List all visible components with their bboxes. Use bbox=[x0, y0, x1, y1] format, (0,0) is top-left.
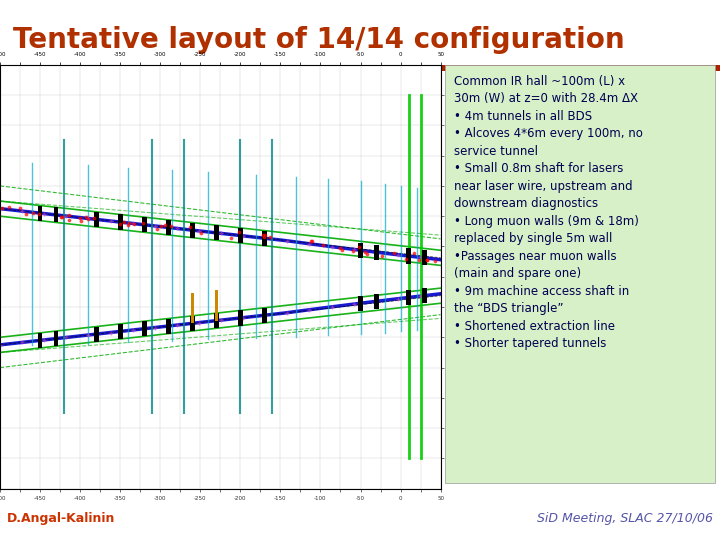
Point bbox=[413, 255, 425, 264]
Bar bbox=[374, 245, 379, 260]
Bar bbox=[214, 225, 219, 240]
Bar bbox=[215, 291, 218, 321]
Point bbox=[88, 213, 99, 222]
Point bbox=[82, 214, 94, 223]
Point bbox=[233, 228, 245, 237]
Point bbox=[389, 249, 400, 258]
Point bbox=[359, 247, 371, 256]
Point bbox=[63, 211, 74, 220]
Bar bbox=[374, 294, 379, 309]
Point bbox=[429, 257, 441, 266]
Bar bbox=[238, 228, 243, 243]
Bar bbox=[358, 296, 363, 311]
Point bbox=[184, 222, 196, 231]
Bar bbox=[406, 248, 411, 264]
Point bbox=[258, 233, 269, 242]
Bar bbox=[94, 327, 99, 342]
Bar bbox=[422, 251, 427, 266]
Bar bbox=[142, 321, 147, 336]
Bar bbox=[94, 212, 99, 227]
Text: Common IR hall ~100m (L) x
30m (W) at z=0 with 28.4m ΔX
• 4m tunnels in all BDS
: Common IR hall ~100m (L) x 30m (W) at z=… bbox=[454, 75, 642, 350]
Point bbox=[336, 246, 347, 254]
Point bbox=[166, 222, 177, 231]
Bar bbox=[54, 207, 58, 222]
Point bbox=[122, 220, 134, 229]
Bar bbox=[166, 220, 171, 235]
Point bbox=[408, 249, 420, 258]
Bar bbox=[262, 231, 267, 246]
Point bbox=[159, 220, 171, 229]
Point bbox=[317, 241, 328, 249]
Bar bbox=[37, 206, 42, 221]
Point bbox=[400, 254, 412, 263]
Bar bbox=[191, 293, 194, 323]
Bar bbox=[214, 313, 219, 328]
Point bbox=[63, 215, 74, 224]
Point bbox=[33, 210, 45, 218]
Point bbox=[56, 213, 68, 221]
Point bbox=[225, 234, 237, 242]
Point bbox=[258, 231, 269, 239]
Bar bbox=[406, 290, 411, 305]
Point bbox=[306, 237, 318, 245]
Text: Tentative layout of 14/14 configuration: Tentative layout of 14/14 configuration bbox=[13, 26, 624, 55]
Bar bbox=[142, 217, 147, 232]
Point bbox=[422, 255, 433, 264]
Point bbox=[20, 210, 32, 218]
Point bbox=[306, 237, 318, 245]
Point bbox=[114, 219, 125, 228]
Bar bbox=[262, 308, 267, 323]
Point bbox=[128, 219, 140, 228]
Point bbox=[55, 213, 67, 221]
Bar bbox=[54, 331, 58, 346]
Point bbox=[264, 233, 275, 242]
Point bbox=[75, 216, 86, 225]
Point bbox=[421, 255, 433, 264]
Point bbox=[151, 225, 163, 233]
Bar bbox=[190, 222, 194, 238]
Point bbox=[361, 250, 372, 259]
Bar bbox=[422, 288, 427, 303]
Point bbox=[27, 208, 39, 217]
Bar bbox=[118, 214, 122, 230]
Point bbox=[14, 203, 26, 212]
Point bbox=[376, 252, 387, 260]
Point bbox=[335, 244, 346, 252]
Point bbox=[0, 204, 8, 213]
Bar bbox=[445, 65, 715, 483]
Point bbox=[138, 219, 149, 227]
Point bbox=[81, 213, 92, 221]
Point bbox=[354, 242, 365, 251]
Bar bbox=[0, 65, 720, 71]
Point bbox=[123, 219, 135, 227]
Text: SiD Meeting, SLAC 27/10/06: SiD Meeting, SLAC 27/10/06 bbox=[537, 512, 713, 525]
Bar bbox=[118, 324, 122, 339]
Bar bbox=[238, 310, 243, 326]
Bar bbox=[190, 316, 194, 331]
Point bbox=[74, 214, 86, 222]
Point bbox=[259, 231, 271, 239]
Bar bbox=[166, 319, 171, 334]
Point bbox=[195, 229, 207, 238]
Bar bbox=[37, 333, 42, 348]
Text: D.Angal-Kalinin: D.Angal-Kalinin bbox=[7, 512, 116, 525]
Point bbox=[4, 203, 15, 212]
Point bbox=[348, 247, 359, 256]
Bar bbox=[358, 242, 363, 258]
Point bbox=[156, 222, 167, 231]
Point bbox=[118, 218, 130, 227]
